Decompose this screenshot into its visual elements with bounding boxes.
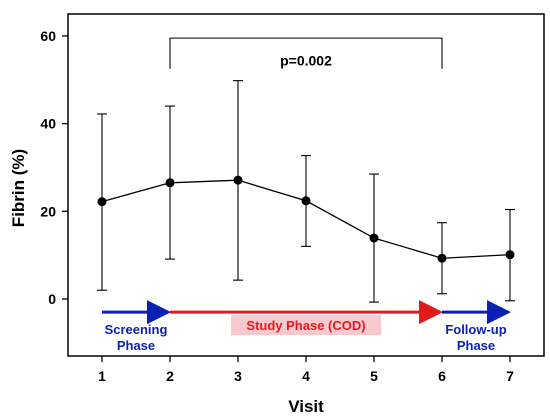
screening-phase-label-line: Phase xyxy=(117,338,155,353)
x-tick-label: 7 xyxy=(506,368,514,384)
screening-phase-label-line: Screening xyxy=(105,322,168,337)
x-tick-label: 2 xyxy=(166,368,174,384)
x-tick-label: 4 xyxy=(302,368,310,384)
data-point xyxy=(505,250,515,260)
p-value-label: p=0.002 xyxy=(280,53,332,69)
y-tick-label: 20 xyxy=(40,203,56,219)
y-tick-label: 60 xyxy=(40,28,56,44)
x-tick-label: 5 xyxy=(370,368,378,384)
data-point xyxy=(97,197,107,207)
x-tick-label: 3 xyxy=(234,368,242,384)
x-tick-label: 6 xyxy=(438,368,446,384)
data-point xyxy=(437,253,447,263)
y-tick-label: 40 xyxy=(40,116,56,132)
x-tick-label: 1 xyxy=(98,368,106,384)
data-point xyxy=(301,196,311,206)
study-phase-label-bg xyxy=(231,315,381,336)
data-point xyxy=(233,175,243,185)
data-point xyxy=(165,178,175,188)
study-phase-label: Study Phase (COD) xyxy=(246,318,365,333)
follow-up-phase-label-line: Follow-up xyxy=(445,322,506,337)
follow-up-phase-label-line: Phase xyxy=(457,338,495,353)
y-axis-title: Fibrin (%) xyxy=(9,149,28,227)
data-point xyxy=(369,233,379,243)
significance-bracket xyxy=(169,37,443,69)
x-axis-title: Visit xyxy=(288,397,324,416)
y-tick-label: 0 xyxy=(48,291,56,307)
